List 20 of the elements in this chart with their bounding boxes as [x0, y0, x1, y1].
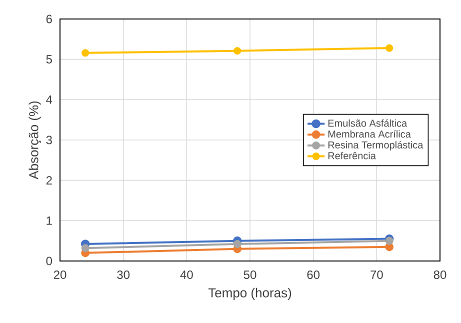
x-tick-label: 20 — [54, 270, 66, 280]
x-tick-label: 50 — [244, 270, 256, 280]
y-tick-label: 5 — [46, 55, 52, 64]
x-tick-label: 60 — [307, 270, 320, 280]
y-tick-label: 1 — [46, 216, 52, 225]
y-tick-label: 3 — [46, 136, 52, 144]
x-tick-label: 70 — [370, 270, 383, 280]
x-tick-label: 40 — [180, 270, 193, 280]
y-tick-label: 4 — [46, 96, 52, 104]
x-tick-label: 30 — [117, 270, 130, 280]
x-axis-title: Tempo (horas) — [208, 288, 292, 300]
y-axis-title: Absorção (%) — [28, 101, 41, 180]
y-tick-label: 2 — [46, 176, 52, 185]
legend-label: Resina Termoplástica — [328, 141, 424, 150]
y-tick-label: 6 — [46, 14, 52, 24]
y-tick-label: 0 — [46, 256, 52, 266]
x-tick-label: 80 — [434, 270, 446, 280]
legend-label: Emulsão Asfáltica — [328, 119, 408, 127]
legend-label: Referência — [328, 152, 376, 160]
legend-label: Membrana Acrílica — [328, 130, 411, 138]
